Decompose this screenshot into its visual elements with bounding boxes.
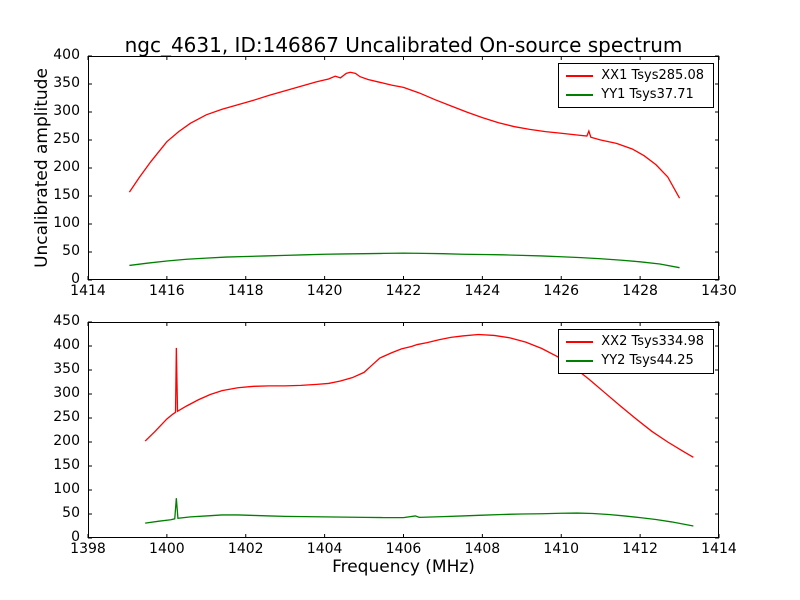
- y-tick-label: 400: [53, 47, 80, 63]
- legend-label-xx2: XX2 Tsys334.98: [601, 334, 704, 349]
- y-tick-label: 400: [53, 337, 80, 353]
- x-tick-label: 1402: [227, 541, 264, 557]
- y-tick-label: 250: [53, 409, 80, 425]
- series-yy2-line: [145, 498, 694, 527]
- y-tick-label: 350: [53, 361, 80, 377]
- x-tick-label: 1406: [385, 541, 422, 557]
- y-tick-label: 200: [53, 159, 80, 175]
- y-tick-label: 0: [71, 271, 80, 287]
- legend-label-xx1: XX1 Tsys285.08: [601, 68, 704, 83]
- legend-entry-xx1: XX1 Tsys285.08: [566, 69, 704, 83]
- xx1-line-swatch: [566, 75, 594, 77]
- x-tick-label: 1404: [306, 541, 343, 557]
- x-tick-label: 1412: [622, 541, 658, 557]
- series-xx1-line: [128, 71, 681, 199]
- legend-entry-yy1: YY1 Tsys37.71: [566, 88, 704, 102]
- bottom-legend: XX2 Tsys334.98 YY2 Tsys44.25: [558, 329, 714, 374]
- y-tick-label: 50: [62, 243, 80, 259]
- x-tick-label: 1416: [149, 283, 185, 299]
- top-legend: XX1 Tsys285.08 YY1 Tsys37.71: [558, 63, 714, 108]
- legend-label-yy1: YY1 Tsys37.71: [601, 87, 694, 102]
- x-tick-label: 1408: [464, 541, 501, 557]
- x-tick-label: 1414: [701, 541, 737, 557]
- xx2-line-swatch: [566, 341, 594, 343]
- x-tick-label: 1398: [70, 541, 106, 557]
- top-subplot: XX1 Tsys285.08 YY1 Tsys37.71 1414 1416 141…: [53, 48, 737, 299]
- x-axis-label: Frequency (MHz): [332, 557, 475, 577]
- x-tick-label: 1400: [149, 541, 185, 557]
- legend-entry-yy2: YY2 Tsys44.25: [566, 354, 704, 368]
- yy2-line-swatch: [566, 360, 594, 362]
- figure-title: ngc_4631, ID:146867 Uncalibrated On-sour…: [124, 33, 683, 57]
- x-tick-label: 1424: [464, 283, 501, 299]
- legend-label-yy2: YY2 Tsys44.25: [601, 353, 694, 368]
- x-tick-label: 1428: [622, 283, 658, 299]
- legend-entry-xx2: XX2 Tsys334.98: [566, 335, 704, 349]
- x-tick-label: 1418: [227, 283, 264, 299]
- y-tick-label: 100: [53, 481, 80, 497]
- y-tick-label: 0: [71, 529, 80, 545]
- series-yy1-line: [129, 252, 680, 269]
- top-plot-area: [87, 55, 720, 281]
- x-tick-label: 1414: [70, 283, 106, 299]
- y-tick-label: 150: [53, 457, 80, 473]
- y-tick-label: 300: [53, 103, 80, 119]
- x-tick-label: 1420: [306, 283, 343, 299]
- yy1-line-swatch: [566, 94, 594, 96]
- x-tick-label: 1430: [701, 283, 737, 299]
- x-tick-label: 1426: [543, 283, 580, 299]
- y-tick-label: 150: [53, 187, 80, 203]
- x-tick-label: 1410: [543, 541, 580, 557]
- y-tick-label: 250: [53, 131, 80, 147]
- y-tick-label: 50: [62, 505, 80, 521]
- y-tick-label: 200: [53, 433, 80, 449]
- bottom-subplot: XX2 Tsys334.98 YY2 Tsys44.25 1398 1400 140…: [53, 314, 737, 557]
- y-tick-label: 100: [53, 215, 80, 231]
- y-tick-label: 450: [53, 313, 80, 329]
- y-tick-label: 300: [53, 385, 80, 401]
- y-tick-label: 350: [53, 75, 80, 91]
- x-tick-label: 1422: [385, 283, 422, 299]
